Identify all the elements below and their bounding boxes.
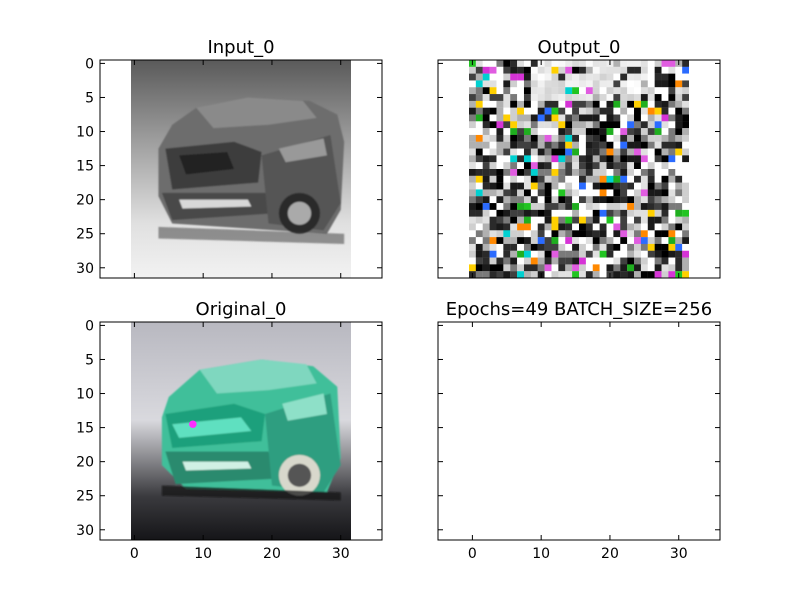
y-tick-label: 0 xyxy=(85,56,94,72)
x-tick-label: 10 xyxy=(532,546,550,562)
y-tick-label: 20 xyxy=(76,193,94,209)
y-tick-label: 0 xyxy=(85,318,94,334)
ticks-output xyxy=(438,60,720,278)
axes-input: 0 5 10 15 20 25 30 Input_0 xyxy=(76,37,383,279)
y-tick-label: 25 xyxy=(76,489,94,505)
subplot-title-output: Output_0 xyxy=(538,37,621,58)
y-tick-label: 15 xyxy=(76,421,94,437)
ticks-original: 0 10 20 30 0 5 10 15 20 25 30 xyxy=(76,318,382,562)
x-tick-label: 10 xyxy=(194,546,212,562)
y-tick-label: 20 xyxy=(76,455,94,471)
subplot-title-original: Original_0 xyxy=(196,299,287,320)
y-tick-label: 10 xyxy=(76,125,94,141)
x-tick-label: 0 xyxy=(468,546,477,562)
image-output xyxy=(468,60,690,278)
ticks-empty: 0 10 20 30 xyxy=(438,322,720,562)
ticks-input: 0 5 10 15 20 25 30 xyxy=(76,56,382,278)
x-tick-label: 0 xyxy=(130,546,139,562)
image-original xyxy=(130,322,352,540)
y-tick-label: 10 xyxy=(76,387,94,403)
y-tick-label: 30 xyxy=(76,523,94,539)
axes-original: 0 10 20 30 0 5 10 15 20 25 30 Original_0 xyxy=(76,299,383,562)
y-tick-label: 25 xyxy=(76,227,94,243)
x-tick-label: 20 xyxy=(263,546,281,562)
axes-empty: 0 10 20 30 Epochs=49 BATCH_SIZE=256 xyxy=(437,299,721,562)
image-input xyxy=(130,60,352,278)
x-tick-label: 30 xyxy=(332,546,350,562)
x-tick-label: 20 xyxy=(601,546,619,562)
y-tick-label: 5 xyxy=(85,352,94,368)
axes-output: Output_0 xyxy=(437,37,721,279)
subplot-title-training-info: Epochs=49 BATCH_SIZE=256 xyxy=(446,299,712,320)
y-tick-label: 15 xyxy=(76,159,94,175)
y-tick-label: 5 xyxy=(85,90,94,106)
y-tick-label: 30 xyxy=(76,261,94,277)
x-tick-label: 30 xyxy=(670,546,688,562)
subplot-title-input: Input_0 xyxy=(207,37,274,58)
